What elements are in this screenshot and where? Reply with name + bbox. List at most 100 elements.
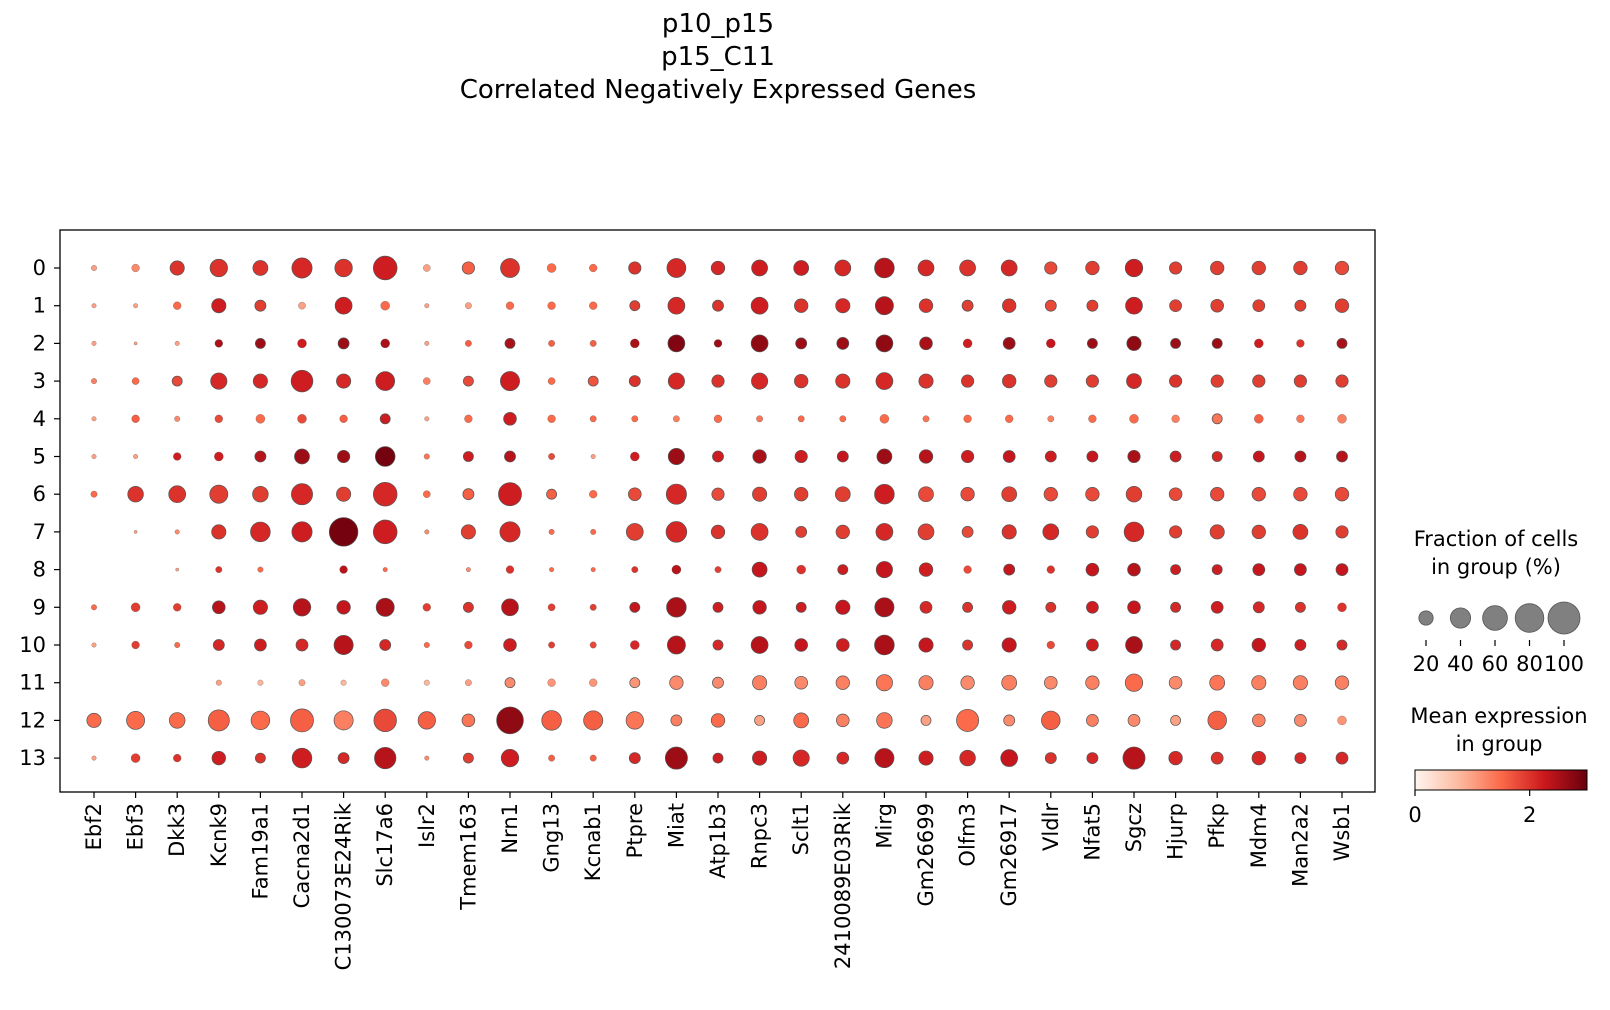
dot-10-Cacna2d1 <box>295 638 309 652</box>
dot-12-Hjurp <box>1170 714 1182 726</box>
dot-4-Gm26699 <box>922 415 930 423</box>
dot-6-Ebf2 <box>90 490 98 498</box>
dot-11-Hjurp <box>1168 675 1183 690</box>
dot-10-Pfkp <box>1210 638 1224 652</box>
dot-5-Wsb1 <box>1336 450 1348 463</box>
dot-3-Fam19a1 <box>252 373 268 389</box>
dot-6-Gm26699 <box>918 486 934 503</box>
dot-11-Nfat5 <box>1085 675 1100 690</box>
dot-1-Kcnk9 <box>211 298 227 314</box>
dot-1-Sgcz <box>1125 296 1143 315</box>
dot-3-Pfkp <box>1210 374 1224 388</box>
dot-6-Vldlr <box>1043 487 1058 502</box>
dot-5-Gm26699 <box>918 449 934 464</box>
dot-8-Kcnk9 <box>215 566 223 573</box>
dot-1-Tmem163 <box>465 302 472 310</box>
dot-13-Mirg <box>874 748 895 769</box>
dot-10-Olfm3 <box>962 639 974 651</box>
dot-8-Nfat5 <box>1085 562 1100 577</box>
dot-13-Nrn1 <box>500 748 520 768</box>
dot-8-Fam19a1 <box>257 566 264 573</box>
dot-5-Mirg <box>876 448 893 465</box>
dot-1-Pfkp <box>1210 298 1224 313</box>
dot-3-Kcnab1 <box>587 375 599 387</box>
dot-5-2410089E03Rik <box>836 450 849 463</box>
dot-3-Olfm3 <box>961 374 975 388</box>
dot-10-Ptpre <box>630 640 640 650</box>
dot-3-Mdm4 <box>1252 374 1266 388</box>
dot-0-Kcnab1 <box>589 263 598 273</box>
y-tick-label: 11 <box>19 671 46 695</box>
dot-6-Islr2 <box>423 490 431 498</box>
dot-11-Cacna2d1 <box>298 679 306 687</box>
dot-11-Vldlr <box>1044 675 1058 690</box>
dot-8-Mdm4 <box>1252 563 1266 576</box>
dot-7-Sclt1 <box>795 526 808 538</box>
dot-1-Cacna2d1 <box>298 301 306 310</box>
x-tick-label-Gm26699: Gm26699 <box>914 803 938 907</box>
dot-9-Nfat5 <box>1086 600 1099 614</box>
dot-11-Fam19a1 <box>257 679 264 686</box>
dot-9-Fam19a1 <box>252 599 268 615</box>
dot-7-Mirg <box>875 523 894 541</box>
dot-6-Hjurp <box>1168 487 1183 501</box>
dot-7-Dkk3 <box>174 529 180 535</box>
dot-13-Atp1b3 <box>712 752 724 764</box>
dot-0-Gm26917 <box>1000 259 1018 277</box>
dot-11-Nrn1 <box>504 677 516 689</box>
dot-11-Gm26699 <box>918 675 934 691</box>
x-tick-label-C130073E24Rik: C130073E24Rik <box>332 802 356 970</box>
dot-8-Sclt1 <box>796 564 806 575</box>
dot-2-Kcnk9 <box>214 339 223 348</box>
dot-8-Man2a2 <box>1294 563 1307 576</box>
dot-9-Kcnk9 <box>212 600 226 615</box>
dot-13-Hjurp <box>1168 750 1183 766</box>
dot-7-Vldlr <box>1042 523 1060 541</box>
dot-11-Mirg <box>875 674 893 692</box>
dot-0-Rnpc3 <box>751 259 768 277</box>
dot-12-Olfm3 <box>956 708 980 732</box>
dot-0-Islr2 <box>423 264 431 272</box>
dot-4-Islr2 <box>424 416 430 422</box>
dot-2-Sclt1 <box>795 337 808 350</box>
dot-7-C130073E24Rik <box>328 517 359 547</box>
dot-3-Cacna2d1 <box>290 369 314 393</box>
dot-1-Ptpre <box>629 300 641 312</box>
dot-11-Wsb1 <box>1334 675 1350 690</box>
dot-0-Cacna2d1 <box>291 257 313 279</box>
y-tick-label: 3 <box>33 369 46 393</box>
x-tick-label-Dkk3: Dkk3 <box>165 803 189 857</box>
dot-10-Slc17a6 <box>379 639 392 651</box>
dot-2-Pfkp <box>1211 337 1223 349</box>
dot-13-2410089E03Rik <box>836 751 850 765</box>
dot-11-Atp1b3 <box>712 676 724 689</box>
dot-13-Kcnk9 <box>211 750 226 766</box>
dot-1-Rnpc3 <box>750 296 769 315</box>
dot-1-Atp1b3 <box>712 299 724 312</box>
dot-5-Tmem163 <box>462 451 474 462</box>
dot-12-Man2a2 <box>1294 714 1307 727</box>
dot-10-Ebf3 <box>131 640 140 650</box>
dot-3-Miat <box>667 372 685 390</box>
dot-8-Kcnab1 <box>590 567 596 573</box>
dot-9-Gm26699 <box>919 600 933 614</box>
dot-5-Sgcz <box>1127 449 1141 464</box>
size-legend-label: 40 <box>1447 652 1474 676</box>
dot-11-C130073E24Rik <box>340 679 347 686</box>
dot-4-Atp1b3 <box>713 414 723 423</box>
dot-6-Nfat5 <box>1085 487 1100 502</box>
dot-12-Miat <box>670 714 683 727</box>
dot-11-Gng13 <box>547 678 556 687</box>
dot-7-Cacna2d1 <box>291 521 313 543</box>
dot-0-Sgcz <box>1124 258 1144 278</box>
dot-5-Rnpc3 <box>752 449 767 464</box>
dot-8-2410089E03Rik <box>837 564 849 576</box>
dot-4-Cacna2d1 <box>297 414 307 424</box>
dot-4-Ebf3 <box>131 414 140 423</box>
x-tick-label-Atp1b3: Atp1b3 <box>706 803 730 879</box>
dot-7-Rnpc3 <box>750 523 769 541</box>
dot-12-Nrn1 <box>496 706 524 735</box>
dot-1-Gm26699 <box>918 298 934 313</box>
dot-9-Vldlr <box>1045 601 1057 613</box>
